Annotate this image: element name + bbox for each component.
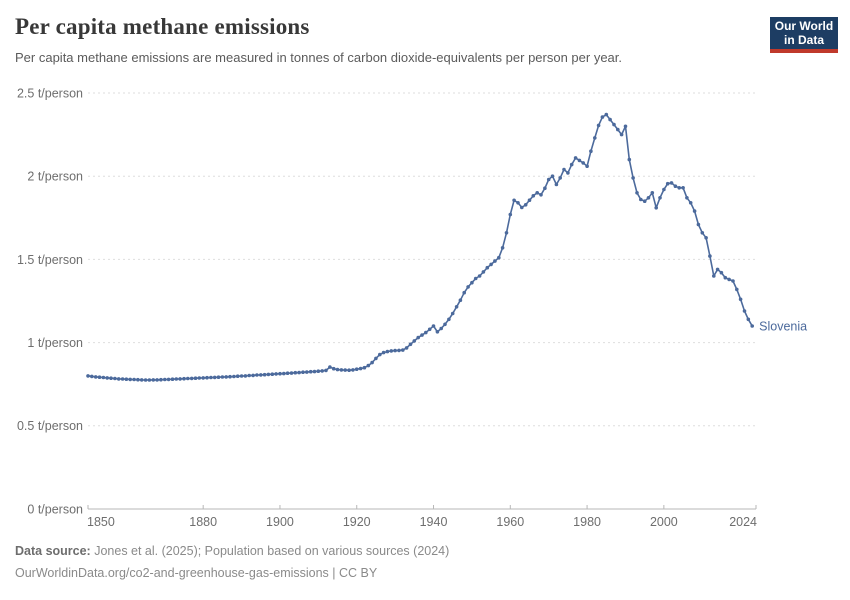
owid-logo[interactable]: Our World in Data [770, 17, 838, 53]
svg-text:2000: 2000 [650, 515, 678, 529]
svg-text:2 t/person: 2 t/person [27, 170, 83, 184]
svg-text:2024: 2024 [729, 515, 757, 529]
page-title: Per capita methane emissions [15, 14, 310, 39]
x-axis-labels: 1850 1880 1900 1920 1940 1960 1980 2000 2024 [87, 515, 757, 529]
svg-text:1980: 1980 [573, 515, 601, 529]
data-source-label: Data source: [15, 544, 91, 558]
svg-text:1940: 1940 [420, 515, 448, 529]
svg-text:2.5 t/person: 2.5 t/person [17, 86, 83, 100]
y-axis-labels: 0 t/person 0.5 t/person 1 t/person 1.5 t/pe… [17, 86, 83, 516]
svg-text:1880: 1880 [189, 515, 217, 529]
svg-text:1960: 1960 [496, 515, 524, 529]
series-line [87, 113, 753, 381]
chart-footer: Data source: Jones et al. (2025); Popula… [15, 540, 449, 584]
chart-subtitle: Per capita methane emissions are measure… [15, 50, 623, 65]
svg-text:1 t/person: 1 t/person [27, 336, 83, 350]
svg-text:1920: 1920 [343, 515, 371, 529]
license-line: OurWorldinData.org/co2-and-greenhouse-ga… [15, 566, 378, 580]
svg-text:0 t/person: 0 t/person [27, 502, 83, 516]
data-points [86, 112, 754, 382]
series-slovenia[interactable] [87, 113, 753, 381]
owid-logo-line2: in Data [783, 33, 824, 47]
entity-label[interactable]: Slovenia [759, 319, 807, 333]
x-axis [87, 505, 757, 510]
svg-text:0.5 t/person: 0.5 t/person [17, 419, 83, 433]
data-source-text: Jones et al. (2025); Population based on… [90, 544, 450, 558]
svg-text:1850: 1850 [87, 515, 115, 529]
y-gridlines [88, 92, 756, 427]
svg-text:1900: 1900 [266, 515, 294, 529]
owid-logo-line1: Our World [774, 19, 834, 33]
data-source-line: Data source: Jones et al. (2025); Popula… [15, 540, 449, 562]
svg-text:1.5 t/person: 1.5 t/person [17, 253, 83, 267]
